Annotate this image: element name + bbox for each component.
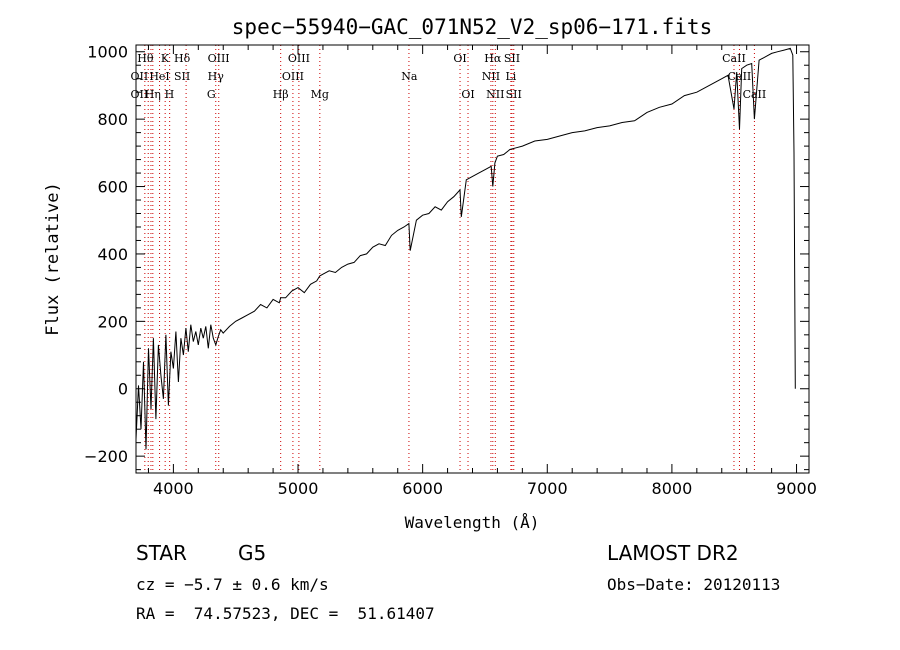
line-markers — [144, 45, 755, 473]
x-tick-label: 4000 — [153, 479, 194, 498]
line-label: G — [207, 88, 216, 101]
line-label: OI — [461, 88, 474, 101]
x-axis-label: Wavelength (Å) — [405, 513, 540, 532]
line-label: Hθ — [137, 52, 154, 65]
y-tick-label: 1000 — [87, 43, 128, 62]
x-tick-label: 5000 — [278, 479, 319, 498]
spectrum-line — [135, 47, 796, 450]
line-label: Li — [505, 70, 516, 83]
line-label: SII — [506, 88, 522, 101]
line-label: CaII — [728, 70, 752, 83]
line-label: Na — [401, 70, 418, 83]
line-label: OII — [131, 70, 149, 83]
redshift-readout: cz = −5.7 ± 0.6 km/s — [136, 575, 329, 594]
y-tick-label: 0 — [118, 380, 128, 399]
line-label: Hα — [484, 52, 502, 65]
line-label: K — [161, 52, 170, 65]
y-tick-label: −200 — [84, 447, 128, 466]
survey-name: LAMOST DR2 — [607, 541, 739, 565]
line-label: NII — [482, 70, 500, 83]
line-label: SII — [504, 52, 520, 65]
line-label: HeI — [149, 70, 169, 83]
line-label: Mg — [311, 88, 329, 101]
x-tick-label: 9000 — [776, 479, 817, 498]
line-label: OIII — [288, 52, 310, 65]
y-axis: −200 0 200 400 600 800 1000 — [84, 43, 809, 471]
spectrum-series — [135, 47, 796, 450]
y-tick-label: 400 — [97, 245, 128, 264]
line-label: CaII — [743, 88, 767, 101]
y-tick-label: 200 — [97, 312, 128, 331]
line-label: H — [165, 88, 175, 101]
line-label: Hγ — [208, 70, 225, 83]
line-label: NII — [486, 88, 504, 101]
chart-title: spec−55940−GAC_071N52_V2_sp06−171.fits — [232, 15, 712, 39]
observation-date: Obs−Date: 20120113 — [607, 575, 781, 594]
spectral-subclass: G5 — [238, 541, 267, 565]
line-label: Hδ — [174, 52, 191, 65]
line-label: Hβ — [273, 88, 289, 101]
line-label: OI — [453, 52, 466, 65]
line-label: SII — [174, 70, 190, 83]
y-tick-label: 600 — [97, 178, 128, 197]
line-label: Hη — [145, 88, 161, 101]
line-label: OIII — [208, 52, 230, 65]
plot-frame — [135, 44, 810, 474]
x-tick-label: 8000 — [652, 479, 693, 498]
x-tick-label: 7000 — [527, 479, 568, 498]
coordinates-readout: RA = 74.57523, DEC = 51.61407 — [136, 604, 435, 623]
object-type: STAR — [136, 541, 187, 565]
x-axis: 4000 5000 6000 7000 8000 9000 — [147, 45, 817, 498]
line-label: OII — [131, 88, 149, 101]
line-label: OIII — [282, 70, 304, 83]
y-tick-label: 800 — [97, 110, 128, 129]
y-axis-label: Flux (relative) — [43, 182, 63, 336]
line-label: CaII — [722, 52, 746, 65]
x-tick-label: 6000 — [402, 479, 443, 498]
